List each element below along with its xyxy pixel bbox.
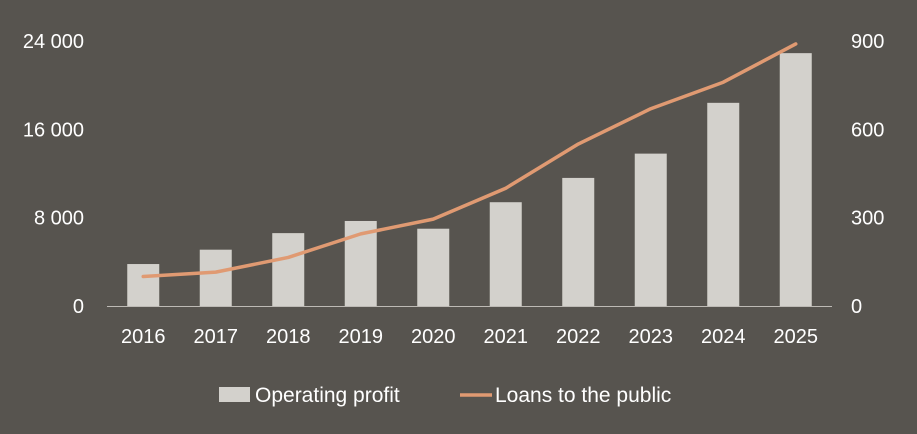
left-axis-tick-label: 8 000 bbox=[34, 208, 84, 230]
loans-to-the-public-line bbox=[141, 42, 798, 279]
operating-profit-bar bbox=[272, 233, 305, 306]
left-axis: 0 8 000 16 000 24 000 bbox=[23, 31, 84, 318]
legend-operating-profit-swatch bbox=[219, 387, 250, 402]
x-axis-category-label: 2018 bbox=[266, 326, 311, 348]
legend-operating-profit-label: Operating profit bbox=[255, 384, 400, 407]
x-axis-category-label: 2016 bbox=[121, 326, 166, 348]
left-axis-tick-label: 0 bbox=[73, 296, 84, 318]
operating-profit-bar bbox=[199, 249, 232, 306]
x-axis-category-label: 2019 bbox=[339, 326, 384, 348]
x-axis-category-label: 2021 bbox=[484, 326, 529, 348]
right-axis-tick-label: 300 bbox=[851, 208, 884, 230]
left-axis-tick-label: 16 000 bbox=[23, 119, 84, 141]
x-axis-category-label: 2017 bbox=[194, 326, 239, 348]
operating-profit-bar bbox=[562, 177, 595, 306]
right-axis-tick-label: 900 bbox=[851, 31, 884, 53]
legend: Operating profit Loans to the public bbox=[219, 384, 671, 407]
operating-profit-bar bbox=[489, 202, 522, 306]
left-axis-tick-label: 24 000 bbox=[23, 31, 84, 53]
x-axis-category-label: 2023 bbox=[629, 326, 674, 348]
right-axis: 0 300 600 900 bbox=[851, 31, 884, 318]
operating-profit-bar bbox=[127, 264, 160, 306]
operating-profit-bar bbox=[417, 228, 450, 306]
legend-loans-label: Loans to the public bbox=[495, 384, 671, 407]
operating-profit-bar bbox=[779, 53, 812, 307]
right-axis-tick-label: 600 bbox=[851, 119, 884, 141]
right-axis-tick-label: 0 bbox=[851, 296, 862, 318]
x-axis-category-label: 2025 bbox=[774, 326, 819, 348]
x-axis-category-label: 2024 bbox=[701, 326, 746, 348]
x-axis-labels: 2016 2017 2018 2019 2020 2021 2022 2023 2024 2025 bbox=[121, 326, 818, 348]
operating-profit-bar bbox=[634, 153, 667, 306]
x-axis-category-label: 2022 bbox=[556, 326, 601, 348]
operating-profit-bar bbox=[707, 102, 740, 306]
x-axis-category-label: 2020 bbox=[411, 326, 456, 348]
